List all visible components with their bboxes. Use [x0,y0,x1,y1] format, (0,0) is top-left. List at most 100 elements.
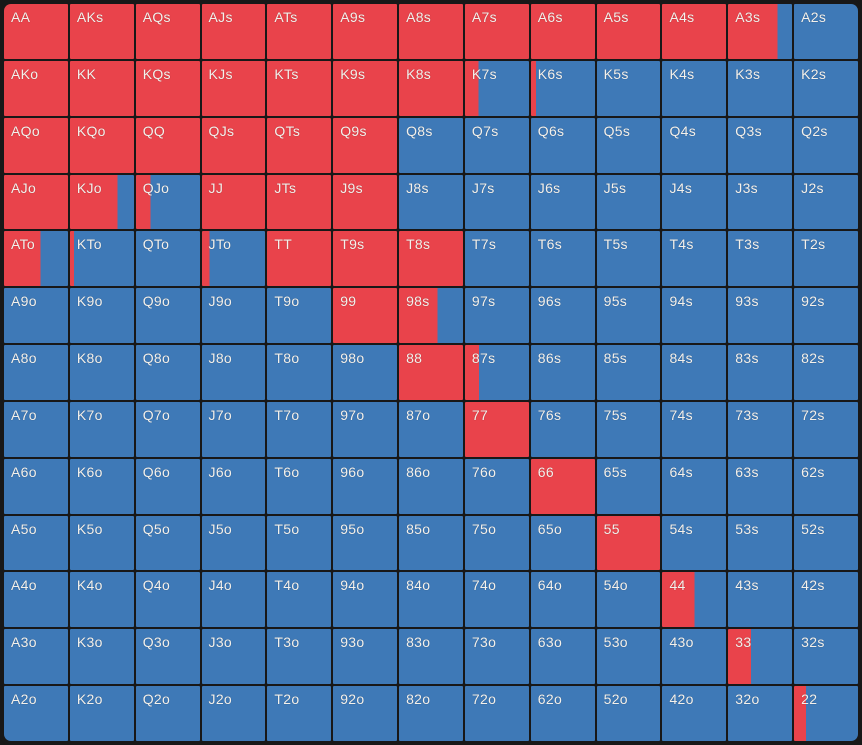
hand-cell-T6o[interactable]: T6o [267,458,332,514]
hand-cell-J2s[interactable]: J2s [794,174,858,230]
hand-cell-AKs[interactable]: AKs [69,4,134,59]
hand-cell-KJs[interactable]: KJs [201,60,266,116]
hand-cell-22[interactable]: 22 [794,686,858,741]
hand-cell-J2o[interactable]: J2o [201,686,266,741]
hand-cell-T3o[interactable]: T3o [267,629,332,685]
hand-cell-Q9s[interactable]: Q9s [333,117,398,173]
hand-cell-64s[interactable]: 64s [662,458,727,514]
hand-cell-KTo[interactable]: KTo [69,231,134,287]
hand-cell-Q5s[interactable]: Q5s [596,117,661,173]
hand-cell-66[interactable]: 66 [530,458,595,514]
hand-cell-86o[interactable]: 86o [399,458,463,514]
hand-cell-A8s[interactable]: A8s [399,4,463,59]
hand-cell-Q4s[interactable]: Q4s [662,117,727,173]
hand-cell-93s[interactable]: 93s [728,288,793,344]
hand-cell-Q7s[interactable]: Q7s [464,117,529,173]
hand-cell-52s[interactable]: 52s [794,515,858,571]
hand-cell-A5o[interactable]: A5o [4,515,68,571]
hand-cell-T7s[interactable]: T7s [464,231,529,287]
hand-cell-QQ[interactable]: QQ [135,117,200,173]
hand-cell-92s[interactable]: 92s [794,288,858,344]
hand-cell-76s[interactable]: 76s [530,401,595,457]
hand-cell-42s[interactable]: 42s [794,572,858,628]
hand-cell-87o[interactable]: 87o [399,401,463,457]
hand-cell-A6s[interactable]: A6s [530,4,595,59]
hand-cell-J4s[interactable]: J4s [662,174,727,230]
hand-cell-KJo[interactable]: KJo [69,174,134,230]
hand-cell-T6s[interactable]: T6s [530,231,595,287]
hand-cell-98s[interactable]: 98s [399,288,463,344]
hand-cell-T5o[interactable]: T5o [267,515,332,571]
hand-cell-AKo[interactable]: AKo [4,60,68,116]
hand-cell-A4o[interactable]: A4o [4,572,68,628]
hand-cell-82s[interactable]: 82s [794,345,858,400]
hand-cell-K9s[interactable]: K9s [333,60,398,116]
hand-cell-43o[interactable]: 43o [662,629,727,685]
hand-cell-Q6o[interactable]: Q6o [135,458,200,514]
hand-cell-Q9o[interactable]: Q9o [135,288,200,344]
hand-cell-J4o[interactable]: J4o [201,572,266,628]
hand-cell-32s[interactable]: 32s [794,629,858,685]
hand-cell-64o[interactable]: 64o [530,572,595,628]
hand-cell-A4s[interactable]: A4s [662,4,727,59]
hand-cell-73s[interactable]: 73s [728,401,793,457]
hand-cell-T9s[interactable]: T9s [333,231,398,287]
hand-cell-93o[interactable]: 93o [333,629,398,685]
hand-cell-K2s[interactable]: K2s [794,60,858,116]
hand-cell-K3o[interactable]: K3o [69,629,134,685]
hand-cell-85o[interactable]: 85o [399,515,463,571]
hand-cell-A8o[interactable]: A8o [4,345,68,400]
hand-cell-99[interactable]: 99 [333,288,398,344]
hand-cell-T5s[interactable]: T5s [596,231,661,287]
hand-cell-54s[interactable]: 54s [662,515,727,571]
hand-cell-K4o[interactable]: K4o [69,572,134,628]
hand-cell-96s[interactable]: 96s [530,288,595,344]
hand-cell-Q7o[interactable]: Q7o [135,401,200,457]
hand-cell-K9o[interactable]: K9o [69,288,134,344]
hand-cell-QTs[interactable]: QTs [267,117,332,173]
hand-cell-72s[interactable]: 72s [794,401,858,457]
hand-cell-42o[interactable]: 42o [662,686,727,741]
hand-cell-A7s[interactable]: A7s [464,4,529,59]
hand-cell-T4s[interactable]: T4s [662,231,727,287]
hand-cell-65s[interactable]: 65s [596,458,661,514]
hand-cell-J3s[interactable]: J3s [728,174,793,230]
hand-cell-97s[interactable]: 97s [464,288,529,344]
hand-cell-94s[interactable]: 94s [662,288,727,344]
hand-cell-A9s[interactable]: A9s [333,4,398,59]
hand-cell-J5o[interactable]: J5o [201,515,266,571]
hand-cell-T3s[interactable]: T3s [728,231,793,287]
hand-cell-43s[interactable]: 43s [728,572,793,628]
hand-cell-T8s[interactable]: T8s [399,231,463,287]
hand-cell-K6s[interactable]: K6s [530,60,595,116]
hand-cell-ATo[interactable]: ATo [4,231,68,287]
hand-cell-K7s[interactable]: K7s [464,60,529,116]
hand-cell-88[interactable]: 88 [399,345,463,400]
hand-cell-T7o[interactable]: T7o [267,401,332,457]
hand-cell-J3o[interactable]: J3o [201,629,266,685]
hand-cell-KK[interactable]: KK [69,60,134,116]
hand-cell-J7s[interactable]: J7s [464,174,529,230]
hand-cell-83o[interactable]: 83o [399,629,463,685]
hand-cell-75s[interactable]: 75s [596,401,661,457]
hand-cell-K2o[interactable]: K2o [69,686,134,741]
hand-cell-83s[interactable]: 83s [728,345,793,400]
hand-cell-A2s[interactable]: A2s [794,4,858,59]
hand-cell-K4s[interactable]: K4s [662,60,727,116]
hand-cell-A7o[interactable]: A7o [4,401,68,457]
hand-cell-75o[interactable]: 75o [464,515,529,571]
hand-cell-32o[interactable]: 32o [728,686,793,741]
hand-cell-96o[interactable]: 96o [333,458,398,514]
hand-cell-J6o[interactable]: J6o [201,458,266,514]
hand-cell-84s[interactable]: 84s [662,345,727,400]
hand-cell-Q2s[interactable]: Q2s [794,117,858,173]
hand-cell-T2o[interactable]: T2o [267,686,332,741]
hand-cell-J7o[interactable]: J7o [201,401,266,457]
hand-cell-76o[interactable]: 76o [464,458,529,514]
hand-cell-AQo[interactable]: AQo [4,117,68,173]
hand-cell-95o[interactable]: 95o [333,515,398,571]
hand-cell-A5s[interactable]: A5s [596,4,661,59]
hand-cell-T9o[interactable]: T9o [267,288,332,344]
hand-cell-ATs[interactable]: ATs [267,4,332,59]
hand-cell-Q2o[interactable]: Q2o [135,686,200,741]
